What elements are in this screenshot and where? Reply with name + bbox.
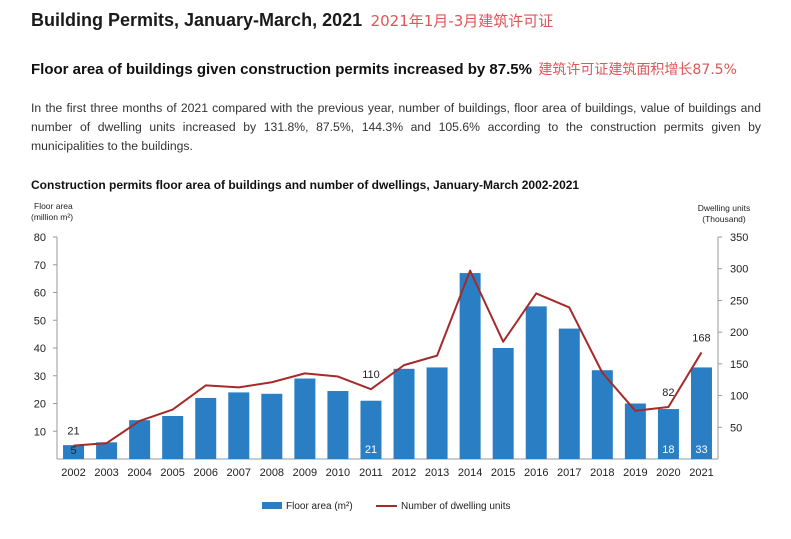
right-axis-label: Dwelling units	[698, 203, 750, 213]
line-data-label: 110	[362, 369, 380, 381]
legend-floor-area-swatch	[262, 502, 282, 509]
subtitle-row: Floor area of buildings given constructi…	[31, 59, 737, 79]
x-tick-label: 2016	[524, 467, 548, 479]
right-axis-label-unit: (Thousand)	[702, 214, 746, 224]
right-tick-label: 150	[730, 359, 748, 371]
x-tick-label: 2013	[425, 467, 449, 479]
x-tick-label: 2010	[326, 467, 350, 479]
floor-area-bar	[195, 397, 217, 459]
x-tick-label: 2006	[193, 467, 217, 479]
x-tick-label: 2003	[94, 467, 118, 479]
floor-area-bar	[558, 328, 580, 459]
x-tick-label: 2014	[458, 467, 482, 479]
x-tick-label: 2007	[227, 467, 251, 479]
right-tick-label: 250	[730, 295, 748, 307]
floor-area-bar	[690, 367, 712, 459]
x-tick-label: 2018	[590, 467, 614, 479]
left-tick-label: 80	[34, 232, 46, 244]
floor-area-bar	[624, 403, 646, 459]
floor-area-bar	[360, 400, 382, 459]
right-tick-label: 50	[730, 422, 742, 434]
floor-area-bar	[96, 442, 118, 459]
floor-area-bar	[63, 445, 85, 459]
legend-dwelling-label: Number of dwelling units	[401, 501, 511, 512]
x-tick-label: 2002	[61, 467, 85, 479]
floor-area-bar	[492, 348, 514, 459]
page-subtitle-translation: 建筑许可证建筑面积增长87.5%	[538, 62, 737, 78]
right-tick-label: 200	[730, 327, 748, 339]
x-tick-label: 2019	[623, 467, 647, 479]
floor-area-bar	[459, 273, 481, 459]
line-data-label: 21	[67, 426, 79, 438]
page-title-translation: 2021年1月-3月建筑许可证	[370, 12, 554, 30]
floor-area-bar	[294, 378, 316, 459]
page-subtitle: Floor area of buildings given constructi…	[31, 61, 532, 78]
left-axis-label-unit: (million m²)	[31, 212, 73, 222]
floor-area-bar	[426, 367, 448, 459]
x-tick-label: 2008	[260, 467, 284, 479]
right-tick-label: 350	[730, 232, 748, 244]
line-data-label: 168	[692, 332, 710, 344]
x-tick-label: 2012	[392, 467, 416, 479]
chart-title: Construction permits floor area of build…	[31, 178, 580, 192]
summary-paragraph: In the first three months of 2021 compar…	[31, 101, 761, 153]
x-tick-label: 2009	[293, 467, 317, 479]
left-tick-label: 10	[34, 426, 46, 438]
page-title: Building Permits, January-March, 2021	[31, 10, 363, 30]
x-tick-label: 2004	[127, 467, 151, 479]
x-tick-label: 2020	[656, 467, 680, 479]
x-tick-label: 2005	[160, 467, 184, 479]
floor-area-bar	[393, 368, 415, 459]
floor-area-bar	[327, 391, 349, 459]
left-tick-label: 60	[34, 288, 46, 300]
floor-area-bar	[261, 393, 283, 459]
bar-data-label: 18	[662, 444, 674, 456]
floor-area-bar	[657, 409, 679, 459]
floor-area-bar	[591, 370, 613, 459]
bar-data-label: 21	[365, 444, 377, 456]
floor-area-bar	[525, 306, 547, 459]
left-tick-label: 70	[34, 260, 46, 272]
line-data-label: 82	[662, 387, 674, 399]
x-tick-label: 2015	[491, 467, 515, 479]
x-tick-label: 2011	[359, 467, 383, 479]
floor-area-bar	[129, 420, 151, 459]
left-tick-label: 50	[34, 315, 46, 327]
right-tick-label: 300	[730, 264, 748, 276]
bar-data-label: 5	[70, 445, 76, 457]
floor-area-bar	[228, 392, 250, 459]
floor-area-bar	[162, 415, 184, 459]
dwelling-units-line	[73, 269, 703, 447]
left-tick-label: 30	[34, 371, 46, 383]
x-tick-label: 2021	[689, 467, 713, 479]
left-tick-label: 40	[34, 343, 46, 355]
bar-data-label: 33	[695, 444, 707, 456]
legend-floor-area-label: Floor area (m²)	[286, 501, 353, 512]
x-tick-label: 2017	[557, 467, 581, 479]
page-title-row: Building Permits, January-March, 2021 20…	[31, 10, 553, 31]
left-tick-label: 20	[34, 399, 46, 411]
right-tick-label: 100	[730, 391, 748, 403]
left-axis-label: Floor area	[34, 201, 73, 211]
